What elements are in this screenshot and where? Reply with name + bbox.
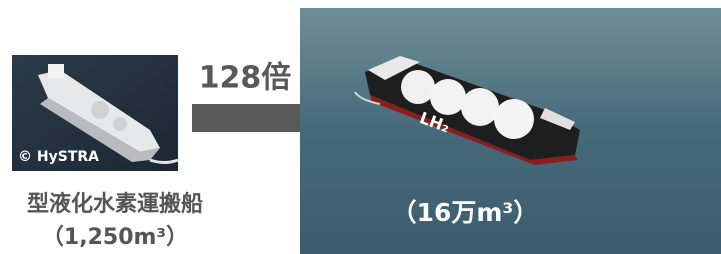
credit: © HySTRA — [18, 149, 99, 165]
illustration: © HySTRA 128倍 LH₂ （16万m³） 型液化水素運搬船 （1,25… — [0, 0, 721, 254]
small-caption: 型液化水素運搬船 — [27, 191, 203, 217]
ratio-label: 128倍 — [199, 61, 292, 96]
small-capacity: （1,250m³） — [42, 225, 188, 250]
small-ship-photo: © HySTRA — [12, 55, 178, 171]
large-capacity: （16万m³） — [392, 198, 539, 227]
large-ship-photo: LH₂ （16万m³） — [300, 8, 721, 254]
page: © HySTRA 128倍 LH₂ （16万m³） 型液化水素運搬船 （1,25… — [0, 0, 721, 254]
